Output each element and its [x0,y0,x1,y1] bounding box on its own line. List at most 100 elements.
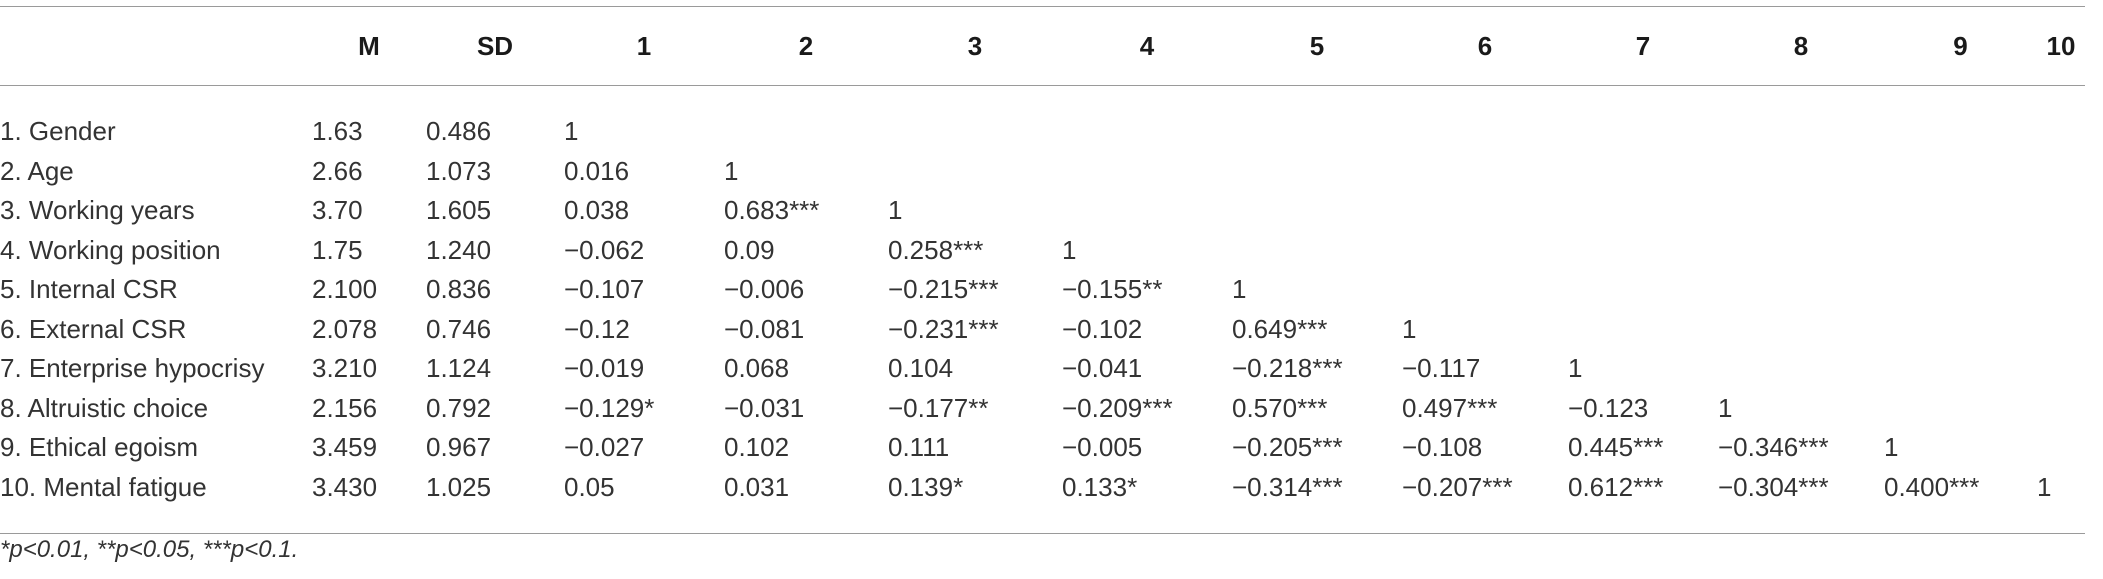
header-cell-7: 7 [1635,30,1651,61]
table-cell: 1.240 [426,234,492,265]
table-cell: 0.09 [724,234,775,265]
header-cell-5: 5 [1309,30,1325,61]
table-cell [1232,86,1402,152]
table-cell: −0.12 [564,313,630,344]
table-row: 10. Mental fatigue 3.430 1.025 0.05 0.031 0.1… [0,468,2085,534]
row-label: 4. Working position [0,234,221,265]
table-cell [1718,310,1884,350]
table-cell: 3.459 [312,432,378,463]
header-cell-8: 8 [1793,30,1809,61]
table-cell: −0.062 [564,234,645,265]
table-cell: 1 [2037,471,2052,502]
table-cell: 1.63 [312,116,363,147]
table-cell: −0.031 [724,392,805,423]
table-cell [1062,86,1232,152]
table-cell: 0.746 [426,313,492,344]
table-cell [1062,191,1232,231]
table-cell: −0.304*** [1718,471,1829,502]
table-cell [1884,152,2037,192]
row-label: 5. Internal CSR [0,274,178,305]
table-cell [1718,231,1884,271]
table-cell: −0.006 [724,274,805,305]
table-cell: 0.031 [724,471,790,502]
table-cell: 1.75 [312,234,363,265]
table-cell: 0.683*** [724,195,820,226]
table-cell: 1.124 [426,353,492,384]
table-cell: −0.123 [1568,392,1649,423]
table-cell: 2.100 [312,274,378,305]
row-label: 1. Gender [0,116,116,147]
row-label: 6. External CSR [0,313,187,344]
table-cell [1402,270,1568,310]
header-cell-2: 2 [798,30,814,61]
table-cell: −0.215*** [888,274,999,305]
table-cell: 1 [1718,392,1733,423]
table-cell: 0.133* [1062,471,1138,502]
table-cell: 2.156 [312,392,378,423]
table-cell [1718,270,1884,310]
table-cell: −0.231*** [888,313,999,344]
table-cell: 1 [1062,234,1077,265]
table-cell: 1 [1402,313,1417,344]
table-cell [1884,310,2037,350]
table-cell: 1.025 [426,471,492,502]
row-label: 3. Working years [0,195,195,226]
table-cell [1568,152,1718,192]
row-label: 10. Mental fatigue [0,471,207,502]
table-cell: −0.207*** [1402,471,1513,502]
table-cell [1402,152,1568,192]
table-cell: 1.073 [426,155,492,186]
table-cell [1568,270,1718,310]
table-cell [2037,191,2085,231]
table-cell: 1.605 [426,195,492,226]
table-cell [2037,310,2085,350]
header-cell-sd: SD [476,30,514,61]
table-cell [724,86,888,152]
table-row: 8. Altruistic choice 2.156 0.792 −0.129* −0.… [0,389,2085,429]
table-cell [1718,349,1884,389]
table-cell [1402,231,1568,271]
table-cell: 1 [1884,432,1899,463]
table-cell [2037,349,2085,389]
table-cell: −0.019 [564,353,645,384]
table-row: 2. Age 2.66 1.073 0.016 1 [0,152,2085,192]
header-cell-10: 10 [2046,30,2076,61]
table-cell: 3.430 [312,471,378,502]
table-cell: 0.111 [888,432,950,463]
header-cell-3: 3 [967,30,983,61]
table-cell: 0.258*** [888,234,984,265]
table-cell: 0.038 [564,195,630,226]
table-cell: 0.400*** [1884,471,1980,502]
table-cell: 0.016 [564,155,630,186]
table-cell: 3.70 [312,195,363,226]
table-cell: −0.314*** [1232,471,1343,502]
table-cell [1884,86,2037,152]
table-cell: 1 [888,195,903,226]
table-cell [2037,389,2085,429]
table-cell: −0.041 [1062,353,1143,384]
table-cell: 0.792 [426,392,492,423]
table-cell: 1 [564,116,579,147]
table-cell: −0.005 [1062,432,1143,463]
table-row: 9. Ethical egoism 3.459 0.967 −0.027 0.102 0.… [0,428,2085,468]
table-cell: 0.104 [888,353,954,384]
table-row: 5. Internal CSR 2.100 0.836 −0.107 −0.006 −0.… [0,270,2085,310]
row-label: 8. Altruistic choice [0,392,209,423]
table-cell: −0.346*** [1718,432,1829,463]
table-cell [1568,191,1718,231]
table-cell [1232,231,1402,271]
table-cell: −0.027 [564,432,645,463]
table-row: 4. Working position 1.75 1.240 −0.062 0.09 0.… [0,231,2085,271]
table-row: 7. Enterprise hypocrisy 3.210 1.124 −0.019 0… [0,349,2085,389]
table-cell: 0.570*** [1232,392,1328,423]
row-label: 7. Enterprise hypocrisy [0,353,265,384]
table-cell [2037,270,2085,310]
header-cell-m: M [358,30,380,61]
correlation-table-container: M SD 1 2 3 4 5 6 7 8 9 10 1. Gender 1.63 0.486 1 2. Age… [0,6,2103,534]
correlation-table: M SD 1 2 3 4 5 6 7 8 9 10 1. Gender 1.63 0.486 1 2. Age… [0,6,2085,534]
table-cell [1718,152,1884,192]
table-cell: 2.66 [312,155,363,186]
table-cell [888,86,1062,152]
table-cell [1402,86,1568,152]
table-cell [2037,152,2085,192]
